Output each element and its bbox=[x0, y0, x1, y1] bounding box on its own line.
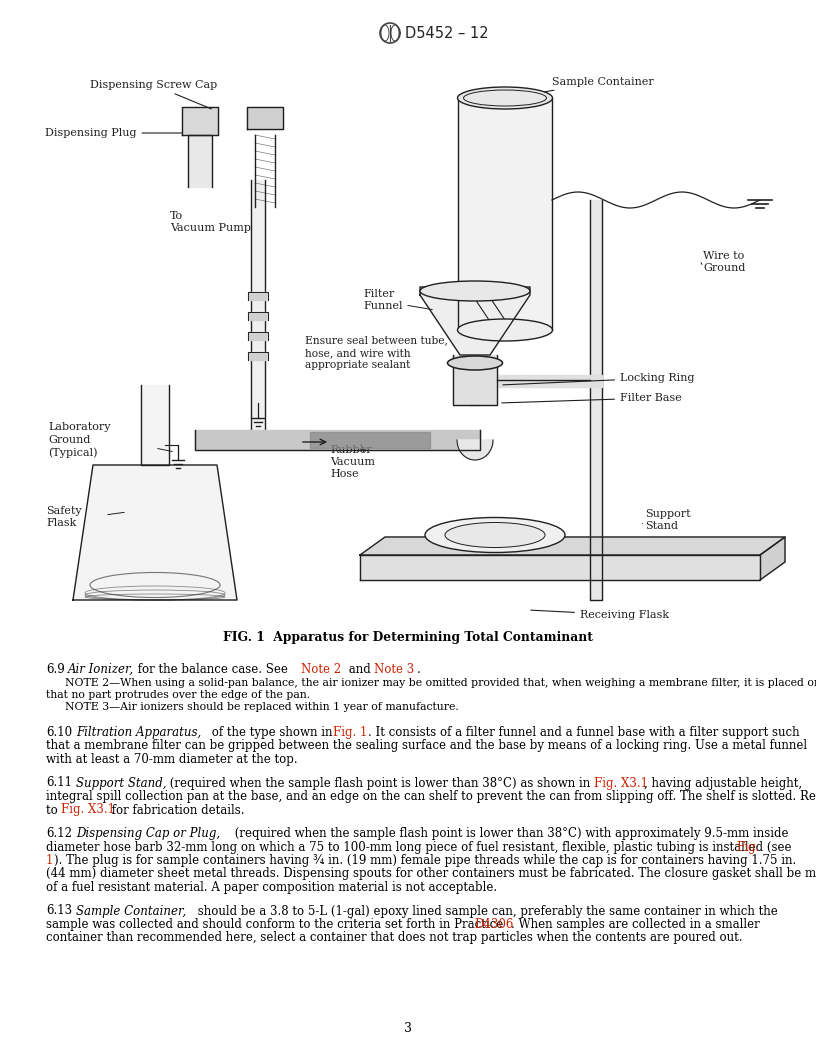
Text: To
Vacuum Pump: To Vacuum Pump bbox=[170, 211, 251, 233]
Text: 6.10: 6.10 bbox=[46, 727, 72, 739]
Text: . When samples are collected in a smaller: . When samples are collected in a smalle… bbox=[511, 918, 760, 931]
Text: Rubber
Vacuum
Hose: Rubber Vacuum Hose bbox=[330, 445, 375, 479]
Text: for fabrication details.: for fabrication details. bbox=[108, 804, 245, 816]
Polygon shape bbox=[310, 432, 430, 448]
Text: to: to bbox=[46, 804, 61, 816]
Polygon shape bbox=[467, 287, 513, 332]
Ellipse shape bbox=[458, 87, 552, 109]
Text: sample was collected and should conform to the criteria set forth in Practice: sample was collected and should conform … bbox=[46, 918, 507, 931]
Text: 6.12: 6.12 bbox=[46, 827, 72, 840]
Polygon shape bbox=[360, 555, 760, 580]
Text: Support
Stand: Support Stand bbox=[645, 509, 690, 531]
Ellipse shape bbox=[420, 281, 530, 301]
Text: (44 mm) diameter sheet metal threads. Dispensing spouts for other containers mus: (44 mm) diameter sheet metal threads. Di… bbox=[46, 867, 816, 881]
Text: of a fuel resistant material. A paper composition material is not acceptable.: of a fuel resistant material. A paper co… bbox=[46, 881, 497, 894]
Polygon shape bbox=[420, 287, 530, 355]
Text: 6.9: 6.9 bbox=[46, 663, 64, 676]
Text: Fig. X3.1: Fig. X3.1 bbox=[61, 804, 115, 816]
Text: Support Stand,: Support Stand, bbox=[76, 776, 166, 790]
Text: with at least a 70-mm diameter at the top.: with at least a 70-mm diameter at the to… bbox=[46, 753, 298, 766]
Polygon shape bbox=[497, 375, 602, 386]
Text: Fig. 1: Fig. 1 bbox=[333, 727, 367, 739]
Polygon shape bbox=[360, 538, 785, 555]
Text: (required when the sample flash point is lower than 38°C) with approximately 9.5: (required when the sample flash point is… bbox=[231, 827, 788, 840]
Polygon shape bbox=[251, 180, 265, 440]
Text: .: . bbox=[417, 663, 421, 676]
Text: Sample Container,: Sample Container, bbox=[76, 905, 186, 918]
Polygon shape bbox=[248, 352, 268, 360]
Text: Note 2: Note 2 bbox=[301, 663, 341, 676]
Text: diameter hose barb 32-mm long on which a 75 to 100-mm long piece of fuel resista: diameter hose barb 32-mm long on which a… bbox=[46, 841, 796, 853]
Text: FIG. 1  Apparatus for Determining Total Contaminant: FIG. 1 Apparatus for Determining Total C… bbox=[223, 630, 593, 643]
Polygon shape bbox=[73, 465, 237, 600]
Ellipse shape bbox=[447, 356, 503, 370]
Text: should be a 3.8 to 5-L (1-gal) epoxy lined sample can, preferably the same conta: should be a 3.8 to 5-L (1-gal) epoxy lin… bbox=[194, 905, 778, 918]
Text: , having adjustable height,: , having adjustable height, bbox=[644, 776, 802, 790]
Text: Filtration Apparatus,: Filtration Apparatus, bbox=[76, 727, 202, 739]
Polygon shape bbox=[248, 332, 268, 340]
Polygon shape bbox=[453, 355, 497, 406]
Text: 6.11: 6.11 bbox=[46, 776, 72, 790]
Text: . It consists of a filter funnel and a funnel base with a filter support such: . It consists of a filter funnel and a f… bbox=[368, 727, 800, 739]
Ellipse shape bbox=[445, 523, 545, 547]
Text: D5452 – 12: D5452 – 12 bbox=[405, 25, 489, 40]
Text: D4306: D4306 bbox=[474, 918, 513, 931]
Text: Air Ionizer,: Air Ionizer, bbox=[68, 663, 134, 676]
Text: Dispensing Plug: Dispensing Plug bbox=[45, 128, 182, 138]
Polygon shape bbox=[182, 107, 218, 135]
Text: Receiving Flask: Receiving Flask bbox=[530, 610, 669, 620]
Text: Dispensing Screw Cap: Dispensing Screw Cap bbox=[90, 80, 217, 109]
Text: Sample Container: Sample Container bbox=[511, 77, 654, 97]
Text: NOTE 2—When using a solid-pan balance, the air ionizer may be omitted provided t: NOTE 2—When using a solid-pan balance, t… bbox=[65, 679, 816, 689]
Text: container than recommended here, select a container that does not trap particles: container than recommended here, select … bbox=[46, 931, 743, 944]
Text: Locking Ring: Locking Ring bbox=[503, 373, 694, 384]
Ellipse shape bbox=[458, 319, 552, 341]
Text: for the balance case. See: for the balance case. See bbox=[134, 663, 291, 676]
Text: Dispensing Cap or Plug,: Dispensing Cap or Plug, bbox=[76, 827, 220, 840]
Polygon shape bbox=[141, 385, 169, 465]
Text: Note 3: Note 3 bbox=[374, 663, 415, 676]
Ellipse shape bbox=[425, 517, 565, 552]
Text: that a membrane filter can be gripped between the sealing surface and the base b: that a membrane filter can be gripped be… bbox=[46, 739, 807, 753]
Polygon shape bbox=[458, 98, 552, 329]
Text: Wire to
Ground: Wire to Ground bbox=[703, 250, 745, 274]
Polygon shape bbox=[760, 538, 785, 580]
Text: 6.13: 6.13 bbox=[46, 905, 72, 918]
Polygon shape bbox=[188, 135, 212, 187]
Polygon shape bbox=[195, 430, 480, 450]
Text: Filter Base: Filter Base bbox=[502, 393, 681, 403]
Polygon shape bbox=[247, 107, 283, 129]
Text: ). The plug is for sample containers having ¾ in. (19 mm) female pipe threads wh: ). The plug is for sample containers hav… bbox=[54, 854, 796, 867]
Text: Safety
Flask: Safety Flask bbox=[46, 506, 82, 528]
Text: of the type shown in: of the type shown in bbox=[208, 727, 336, 739]
Text: Filter
Funnel: Filter Funnel bbox=[363, 288, 402, 312]
Text: NOTE 3—Air ionizers should be replaced within 1 year of manufacture.: NOTE 3—Air ionizers should be replaced w… bbox=[65, 702, 459, 713]
Text: integral spill collection pan at the base, and an edge on the can shelf to preve: integral spill collection pan at the bas… bbox=[46, 790, 816, 803]
Polygon shape bbox=[248, 312, 268, 320]
Text: 1: 1 bbox=[46, 854, 53, 867]
Text: Laboratory
Ground
(Typical): Laboratory Ground (Typical) bbox=[48, 422, 110, 457]
Text: (required when the sample flash point is lower than 38°C) as shown in: (required when the sample flash point is… bbox=[166, 776, 594, 790]
Text: that no part protrudes over the edge of the pan.: that no part protrudes over the edge of … bbox=[46, 690, 310, 700]
Text: 3: 3 bbox=[404, 1021, 412, 1035]
Text: Fig. X3.1: Fig. X3.1 bbox=[594, 776, 648, 790]
Polygon shape bbox=[590, 200, 602, 600]
Text: Ensure seal between tube,
hose, and wire with
appropriate sealant: Ensure seal between tube, hose, and wire… bbox=[305, 336, 448, 371]
Text: Fig.: Fig. bbox=[736, 841, 759, 853]
Text: and: and bbox=[345, 663, 375, 676]
Polygon shape bbox=[248, 293, 268, 300]
Polygon shape bbox=[457, 440, 493, 460]
